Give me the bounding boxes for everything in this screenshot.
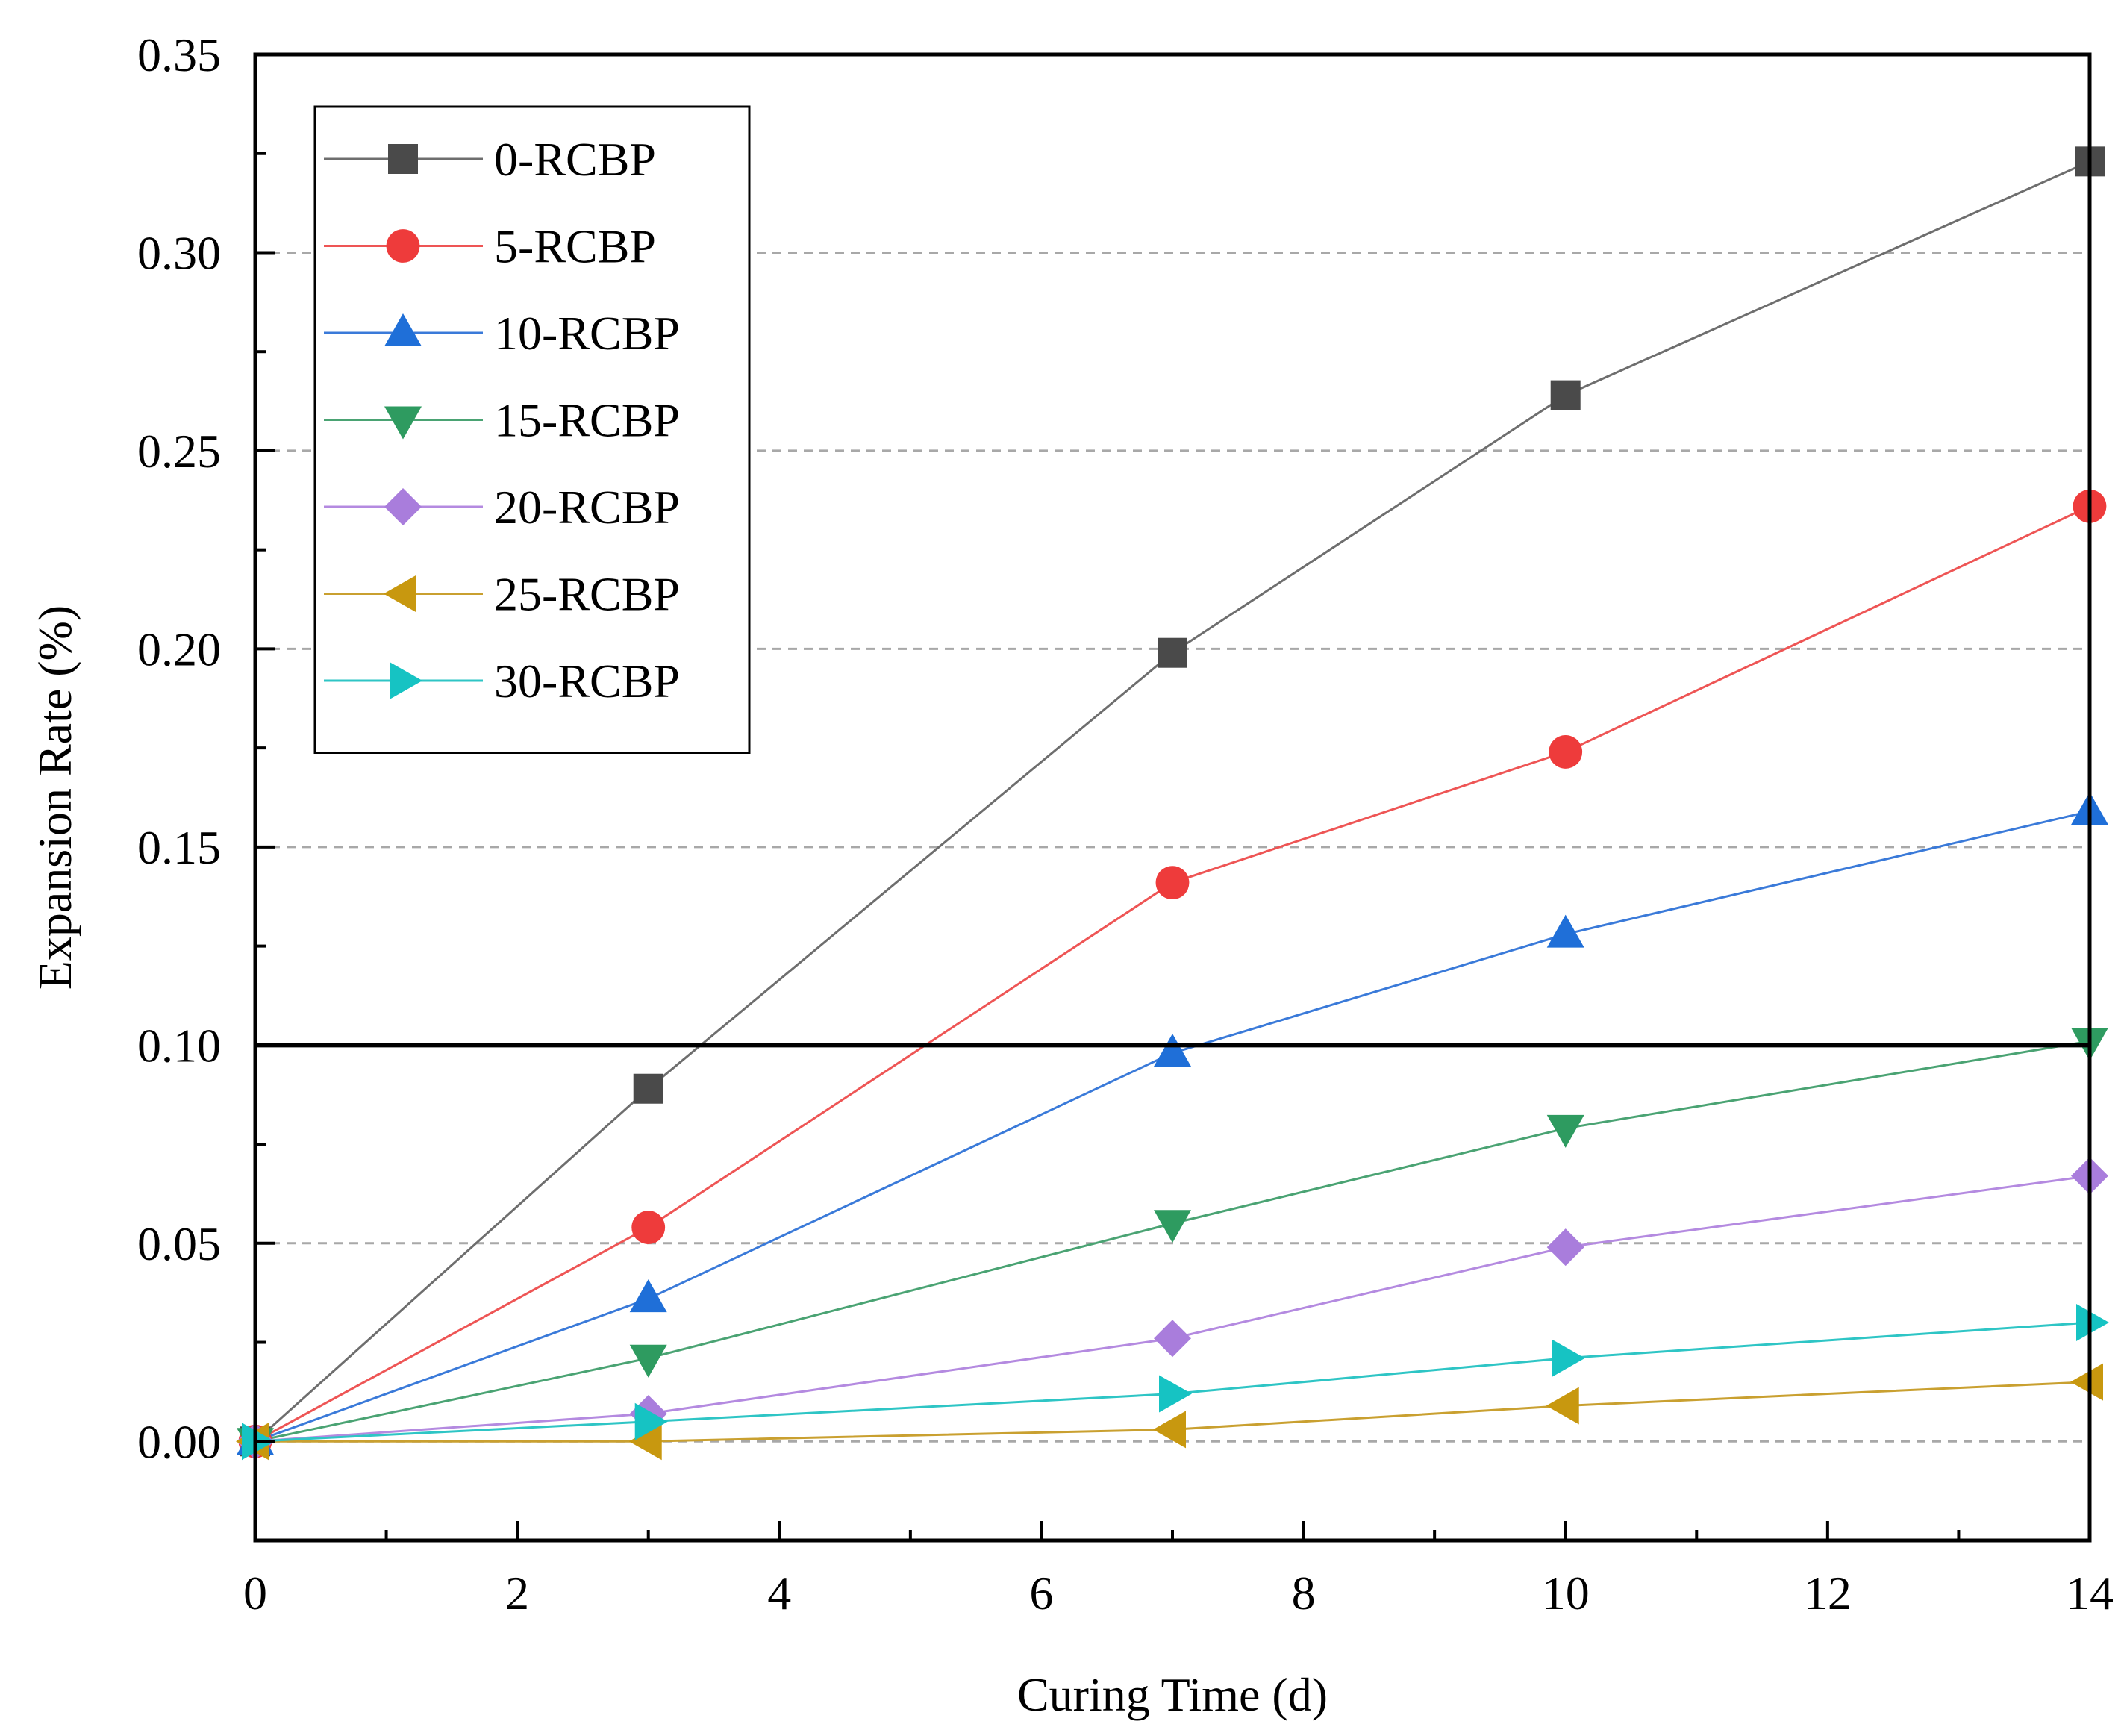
data-point-0-rcbp [1550,380,1581,410]
y-tick-label: 0.00 [137,1415,221,1468]
series-layer [236,146,2109,1461]
legend-label-25-rcbp: 25-RCBP [494,568,680,621]
y-tick-label: 0.20 [137,622,221,675]
legend-marker-0-rcbp [388,144,418,174]
data-point-10-rcbp [1546,914,1584,948]
data-point-5-rcbp [1549,735,1583,769]
x-tick-label: 10 [1542,1567,1590,1620]
data-point-0-rcbp [1158,637,1187,668]
legend-label-10-rcbp: 10-RCBP [494,307,680,360]
data-point-25-rcbp [2070,1363,2103,1401]
x-tick-label: 14 [2066,1567,2114,1620]
x-tick-label: 0 [243,1567,267,1620]
legend-marker-30-rcbp [390,662,422,699]
legend-label-30-rcbp: 30-RCBP [494,655,680,708]
data-point-10-rcbp [629,1279,667,1313]
x-tick-label: 2 [505,1567,529,1620]
legend-marker-15-rcbp [384,406,422,440]
x-tick-label: 12 [1804,1567,1852,1620]
y-tick-label: 0.30 [137,226,221,279]
legend-label-0-rcbp: 0-RCBP [494,133,656,186]
legend-marker-5-rcbp [386,229,420,263]
data-point-30-rcbp [2076,1303,2109,1341]
y-tick-label: 0.05 [137,1217,221,1270]
y-axis-title: Expansion Rate (%) [28,605,81,990]
data-point-15-rcbp [1154,1210,1191,1243]
data-point-20-rcbp [1546,1228,1584,1267]
legend-marker-20-rcbp [384,488,422,525]
x-tick-label: 8 [1292,1567,1316,1620]
data-point-15-rcbp [1546,1114,1584,1148]
data-point-25-rcbp [1153,1411,1186,1449]
data-point-30-rcbp [1159,1375,1192,1413]
data-point-10-rcbp [1154,1033,1191,1067]
y-tick-label: 0.25 [137,425,221,478]
data-point-30-rcbp [1552,1339,1585,1377]
axis-ticks: 0 2 4 6 8 10 12 14 0.00 0.05 0.10 0.15 0.20 0.25 0.30 0… [137,28,2114,1620]
legend-label-15-rcbp: 15-RCBP [494,394,680,447]
data-point-30-rcbp [634,1402,668,1440]
legend-box [313,105,751,754]
data-point-15-rcbp [629,1344,667,1378]
x-tick-label: 6 [1029,1567,1053,1620]
y-tick-label: 0.35 [137,28,221,81]
x-tick-label: 4 [767,1567,791,1620]
y-tick-label: 0.15 [137,821,221,874]
data-point-0-rcbp [633,1073,663,1104]
data-point-25-rcbp [1546,1387,1579,1425]
legend-label-5-rcbp: 5-RCBP [494,220,656,273]
legend-marker-10-rcbp [384,313,422,346]
legend-marker-25-rcbp [384,575,416,613]
data-point-5-rcbp [631,1211,666,1244]
y-tick-label: 0.10 [137,1019,221,1072]
data-point-5-rcbp [1155,866,1190,900]
data-point-20-rcbp [1154,1320,1191,1358]
x-axis-title: Curing Time (d) [1017,1668,1328,1721]
data-point-25-rcbp [628,1423,662,1461]
legend: 0-RCBP 5-RCBP 10-RCBP 15-RCBP 20-RCBP 25-RCBP… [313,105,751,754]
legend-label-20-rcbp: 20-RCBP [494,481,680,534]
